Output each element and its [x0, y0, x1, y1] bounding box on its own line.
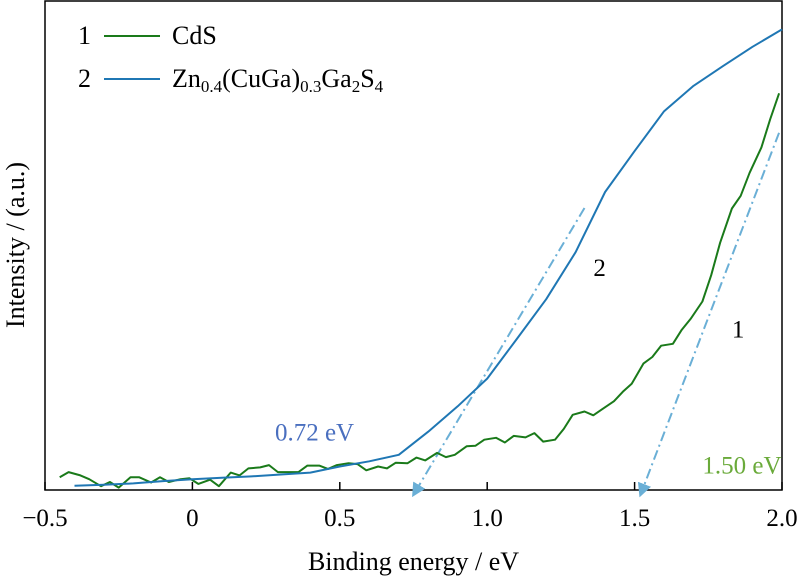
x-axis-tick-labels: −0.5 0 0.5 1.0 1.5 2.0	[22, 505, 797, 532]
x-axis-ticks	[44, 482, 783, 490]
x-tick-label: 2.0	[766, 505, 797, 532]
series-lines	[59, 28, 783, 489]
legend-number-1: 1	[78, 21, 91, 50]
annotation-a-150: 1.50 eV	[702, 453, 781, 480]
fit-line-f2	[412, 207, 586, 498]
series-line-s1	[59, 92, 781, 489]
legend-number-2: 2	[78, 64, 91, 93]
fit-lines	[412, 132, 780, 498]
x-tick-label: 0	[186, 505, 199, 532]
legend: 1 CdS 2 Zn0.4(CuGa)0.3Ga2S4	[78, 21, 384, 96]
series-line-s2	[74, 28, 783, 487]
annotation-a-072: 0.72 eV	[275, 420, 354, 447]
x-axis-label: Binding energy / eV	[308, 547, 519, 576]
x-tick-label: 0.5	[324, 505, 355, 532]
annotations: 0.72 eV 1.50 eV 2 1	[275, 255, 782, 479]
legend-label-cds: CdS	[172, 21, 217, 50]
annotation-a-curve2: 2	[593, 255, 606, 282]
x-tick-label: −0.5	[22, 505, 67, 532]
x-tick-label: 1.0	[472, 505, 503, 532]
annotation-a-curve1: 1	[732, 316, 745, 343]
legend-label-zncugags: Zn0.4(CuGa)0.3Ga2S4	[172, 64, 384, 96]
y-axis-label: Intensity / (a.u.)	[1, 162, 30, 328]
x-tick-label: 1.5	[619, 505, 650, 532]
fit-line-f1	[637, 132, 780, 498]
plot-frame	[44, 0, 783, 491]
